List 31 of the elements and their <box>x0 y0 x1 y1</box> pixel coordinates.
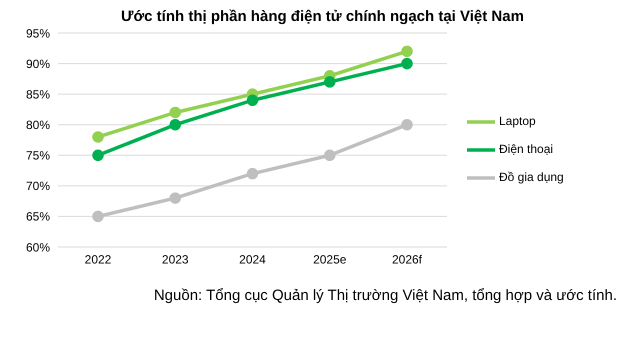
y-tick-label: 85% <box>26 87 50 102</box>
y-tick-label: 65% <box>26 210 50 224</box>
legend-label: Đồ gia dụng <box>499 170 564 184</box>
point <box>246 168 258 180</box>
x-tick-label: 2022 <box>84 252 112 267</box>
point <box>401 46 413 58</box>
y-tick-label: 60% <box>26 240 50 254</box>
point <box>92 210 104 222</box>
y-tick-label: 70% <box>26 179 50 194</box>
y-tick-label: 95% <box>26 26 50 40</box>
legend-label: Laptop <box>499 114 536 128</box>
x-tick-label: 2024 <box>239 252 266 267</box>
point <box>170 118 181 130</box>
point <box>246 94 258 106</box>
chart-title: Ước tính thị phần hàng điện tử chính ngạch tại Việt Nam <box>120 8 525 25</box>
y-tick-label: 80% <box>26 118 50 132</box>
point <box>401 118 413 130</box>
point <box>170 106 181 118</box>
x-tick-label: 2025e <box>313 252 347 267</box>
text: Nguồn: Tổng cục Quản lý Thị trường Việt Nam, tổng hợp và ước tính. <box>152 286 617 306</box>
point <box>170 192 181 204</box>
y-tick-label: 75% <box>26 148 50 163</box>
point <box>401 58 413 70</box>
y-tick-label: 90% <box>26 56 50 71</box>
legend-label: Điện thoại <box>499 142 554 156</box>
point <box>92 150 104 162</box>
x-tick-label: 2023 <box>162 252 189 267</box>
point <box>324 76 336 88</box>
x-tick-label: 2026f <box>392 252 423 267</box>
point <box>92 131 104 143</box>
point <box>324 150 336 162</box>
